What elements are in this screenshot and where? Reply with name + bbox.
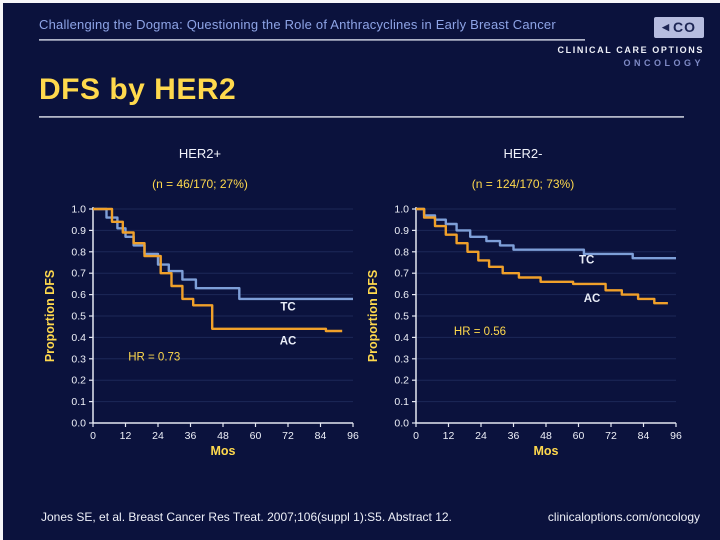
km-chart-her2-negative: 0.0 0.1 0.2 0.3 0.4 0.5 0.6 0.7 0.8 0.9 1.0 0 12 24 36… (384, 201, 684, 459)
y-tick-label: 1.0 (394, 204, 409, 216)
y-tick-label: 0.7 (71, 268, 86, 280)
y-tick-label: 0.8 (71, 246, 86, 258)
x-tick-label: 24 (475, 430, 487, 442)
y-tick-label: 0.9 (71, 225, 86, 237)
x-tick-label: 12 (120, 430, 132, 442)
x-tick-label: 84 (638, 430, 650, 442)
chart-svg: 0.0 0.1 0.2 0.3 0.4 0.5 0.6 0.7 0.8 0.9 1.0 0 12 24 36… (71, 204, 359, 459)
chart-svg: 0.0 0.1 0.2 0.3 0.4 0.5 0.6 0.7 0.8 0.9 1.0 0 12 24 36… (394, 204, 682, 459)
annotation-hr-0-56: HR = 0.56 (454, 326, 506, 338)
deck-header: Challenging the Dogma: Questioning the R… (39, 17, 704, 68)
y-tick-label: 0.9 (394, 225, 409, 237)
x-tick-label: 48 (217, 430, 229, 442)
x-tick-label: 96 (347, 430, 359, 442)
curve-tc (93, 207, 353, 301)
x-tick-label: 72 (282, 430, 294, 442)
x-axis-label: Mos (211, 444, 236, 458)
x-tick-label: 36 (508, 430, 520, 442)
y-tick-label: 0.5 (394, 311, 409, 323)
y-tick-label: 0.2 (394, 375, 409, 387)
y-tick-label: 0.1 (71, 396, 86, 408)
x-tick-label: 96 (670, 430, 682, 442)
curve-ac (93, 207, 343, 333)
x-tick-label: 24 (152, 430, 164, 442)
y-tick-label: 0.0 (71, 418, 86, 430)
y-tick-label: 0.1 (394, 396, 409, 408)
y-tick-label: 0.2 (71, 375, 86, 387)
slide-footer: Jones SE, et al. Breast Cancer Res Treat… (41, 510, 700, 524)
panel-her2-negative: HER2- (n = 124/170; 73%) Proportion DFS … (362, 146, 684, 459)
annotation-hr-0-73: HR = 0.73 (128, 352, 180, 364)
y-tick-label: 0.8 (394, 246, 409, 258)
panel-body: Proportion DFS 0.0 0.1 0.2 0.3 0.4 0.5 0.6 0.7 0… (39, 201, 361, 459)
cco-logo-mark: ◀ CO (654, 17, 704, 38)
x-tick-label: 84 (315, 430, 327, 442)
y-axis-label-wrap: Proportion DFS (362, 201, 384, 431)
annotation-ac: AC (280, 336, 297, 348)
slide-title: DFS by HER2 (39, 73, 237, 106)
left-triangle-icon: ◀ (662, 21, 670, 32)
x-tick-label: 0 (90, 430, 96, 442)
annotation-ac: AC (584, 293, 601, 305)
header-divider (39, 39, 585, 41)
annotation-tc: TC (280, 301, 295, 313)
x-tick-label: 60 (573, 430, 585, 442)
y-axis-label-wrap: Proportion DFS (39, 201, 61, 431)
site-url: clinicaloptions.com/oncology (547, 510, 700, 524)
panel-title-her2-positive: HER2+ (178, 146, 222, 161)
y-tick-label: 0.4 (71, 332, 86, 344)
title-divider (39, 116, 684, 118)
y-tick-label: 0.3 (394, 353, 409, 365)
logo-clinical-care-options: CLINICAL CARE OPTIONS (557, 45, 704, 55)
panel-her2-positive: HER2+ (n = 46/170; 27%) Proportion DFS 0… (39, 146, 361, 459)
x-tick-label: 36 (185, 430, 197, 442)
x-axis-label: Mos (534, 444, 559, 458)
x-tick-label: 48 (540, 430, 552, 442)
panel-title-her2-negative: HER2- (503, 146, 543, 161)
km-chart-her2-positive: 0.0 0.1 0.2 0.3 0.4 0.5 0.6 0.7 0.8 0.9 1.0 0 12 24 36… (61, 201, 361, 459)
curve-ac (416, 207, 668, 305)
y-tick-label: 1.0 (71, 204, 86, 216)
x-tick-label: 12 (443, 430, 455, 442)
panel-subtitle-her2-positive: (n = 46/170; 27%) (152, 177, 248, 191)
x-tick-label: 0 (413, 430, 419, 442)
y-tick-label: 0.4 (394, 332, 409, 344)
panel-body: Proportion DFS 0.0 0.1 0.2 0.3 0.4 0.5 0.6 0.7 0… (362, 201, 684, 459)
y-tick-label: 0.6 (394, 289, 409, 301)
annotation-tc: TC (579, 254, 594, 266)
logo-oncology: ONCOLOGY (623, 58, 704, 68)
y-tick-label: 0.3 (71, 353, 86, 365)
citation: Jones SE, et al. Breast Cancer Res Treat… (41, 510, 452, 524)
cco-logo: ◀ CO CLINICAL CARE OPTIONS ONCOLOGY (558, 17, 704, 68)
y-tick-label: 0.0 (394, 418, 409, 430)
logo-mark-text: CO (673, 19, 696, 35)
charts-row: HER2+ (n = 46/170; 27%) Proportion DFS 0… (39, 146, 684, 459)
y-tick-label: 0.5 (71, 311, 86, 323)
y-tick-label: 0.7 (394, 268, 409, 280)
y-axis-label: Proportion DFS (43, 269, 58, 363)
x-tick-label: 60 (250, 430, 262, 442)
deck-title: Challenging the Dogma: Questioning the R… (39, 17, 556, 32)
y-axis-label: Proportion DFS (366, 269, 381, 363)
panel-subtitle-her2-negative: (n = 124/170; 73%) (471, 177, 575, 191)
x-tick-label: 72 (605, 430, 617, 442)
y-tick-label: 0.6 (71, 289, 86, 301)
